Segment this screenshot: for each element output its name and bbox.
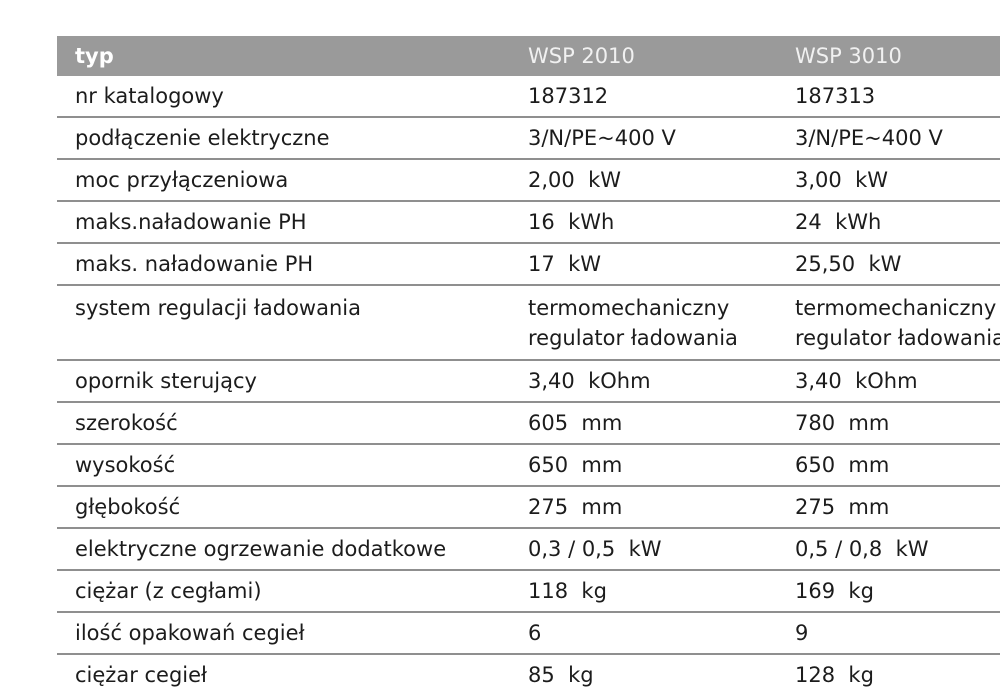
row-value-wsp3010: 275 mm [795, 495, 890, 519]
row-label: opornik sterujący [75, 369, 257, 393]
row-label: elektryczne ogrzewanie dodatkowe [75, 537, 447, 561]
table-row-ilosc-opakowan-cegiel: ilość opakowań cegieł 6 9 [57, 613, 1000, 655]
header-typ: typ [75, 44, 114, 68]
row-label: podłączenie elektryczne [75, 126, 330, 150]
row-value-wsp3010: 3,00 kW [795, 168, 889, 192]
table-header-row: typ WSP 2010 WSP 3010 [57, 36, 1000, 76]
row-value-wsp3010: 25,50 kW [795, 252, 902, 276]
row-value-wsp2010: 650 mm [528, 453, 623, 477]
row-label: system regulacji ładowania [75, 296, 361, 320]
table-row-moc-przylaczeniowa: moc przyłączeniowa 2,00 kW 3,00 kW [57, 160, 1000, 202]
row-value-wsp2010: 0,3 / 0,5 kW [528, 537, 662, 561]
row-value-wsp3010: 3,40 kOhm [795, 369, 918, 393]
spec-table: typ WSP 2010 WSP 3010 nr katalogowy 1873… [57, 36, 1000, 695]
row-value-wsp2010: termomechaniczny regulator ładowania [528, 296, 738, 350]
row-value-wsp2010: 17 kW [528, 252, 601, 276]
table-row-wysokosc: wysokość 650 mm 650 mm [57, 445, 1000, 487]
row-label: ciężar (z cegłami) [75, 579, 262, 603]
row-label: ciężar cegieł [75, 663, 208, 687]
row-value-wsp2010: 118 kg [528, 579, 607, 603]
row-value-wsp3010: 9 [795, 621, 809, 645]
row-value-wsp2010: 16 kWh [528, 210, 615, 234]
header-wsp-2010: WSP 2010 [528, 44, 635, 68]
table-row-elektryczne-ogrzewanie-dodatkowe: elektryczne ogrzewanie dodatkowe 0,3 / 0… [57, 529, 1000, 571]
row-value-wsp3010: 780 mm [795, 411, 890, 435]
row-value-wsp3010: 169 kg [795, 579, 874, 603]
table-row-system-regulacji-ladowania: system regulacji ładowania termomechanic… [57, 286, 1000, 361]
table-row-glebokosc: głębokość 275 mm 275 mm [57, 487, 1000, 529]
row-value-wsp2010: 3,40 kOhm [528, 369, 651, 393]
row-value-wsp2010: 3/N/PE~400 V [528, 126, 676, 150]
row-value-wsp2010: 605 mm [528, 411, 623, 435]
row-label: szerokość [75, 411, 178, 435]
row-label: maks. naładowanie PH [75, 252, 314, 276]
row-label: nr katalogowy [75, 84, 224, 108]
row-value-wsp3010: 3/N/PE~400 V [795, 126, 943, 150]
row-value-wsp2010: 187312 [528, 84, 609, 108]
table-row-maks-naladowanie-ph-kw: maks. naładowanie PH 17 kW 25,50 kW [57, 244, 1000, 286]
row-label: wysokość [75, 453, 176, 477]
row-value-wsp3010: 650 mm [795, 453, 890, 477]
row-value-wsp2010: 2,00 kW [528, 168, 622, 192]
header-wsp-3010: WSP 3010 [795, 44, 902, 68]
row-value-wsp2010: 6 [528, 621, 542, 645]
row-label: moc przyłączeniowa [75, 168, 289, 192]
row-value-wsp2010: 275 mm [528, 495, 623, 519]
row-value-wsp3010: 24 kWh [795, 210, 882, 234]
row-label: ilość opakowań cegieł [75, 621, 305, 645]
row-value-wsp3010: 0,5 / 0,8 kW [795, 537, 929, 561]
table-row-maks-naladowanie-ph-kwh: maks.naładowanie PH 16 kWh 24 kWh [57, 202, 1000, 244]
table-row-nr-katalogowy: nr katalogowy 187312 187313 [57, 76, 1000, 118]
table-row-szerokosc: szerokość 605 mm 780 mm [57, 403, 1000, 445]
row-label: głębokość [75, 495, 181, 519]
table-row-podlaczenie-elektryczne: podłączenie elektryczne 3/N/PE~400 V 3/N… [57, 118, 1000, 160]
row-value-wsp3010: 128 kg [795, 663, 874, 687]
row-value-wsp2010: 85 kg [528, 663, 594, 687]
row-label: maks.naładowanie PH [75, 210, 307, 234]
table-row-ciezar-cegiel: ciężar cegieł 85 kg 128 kg [57, 655, 1000, 695]
table-row-ciezar-z-ceglami: ciężar (z cegłami) 118 kg 169 kg [57, 571, 1000, 613]
table-row-opornik-sterujacy: opornik sterujący 3,40 kOhm 3,40 kOhm [57, 361, 1000, 403]
row-value-wsp3010: 187313 [795, 84, 876, 108]
row-value-wsp3010: termomechaniczny regulator ładowania [795, 296, 1000, 350]
